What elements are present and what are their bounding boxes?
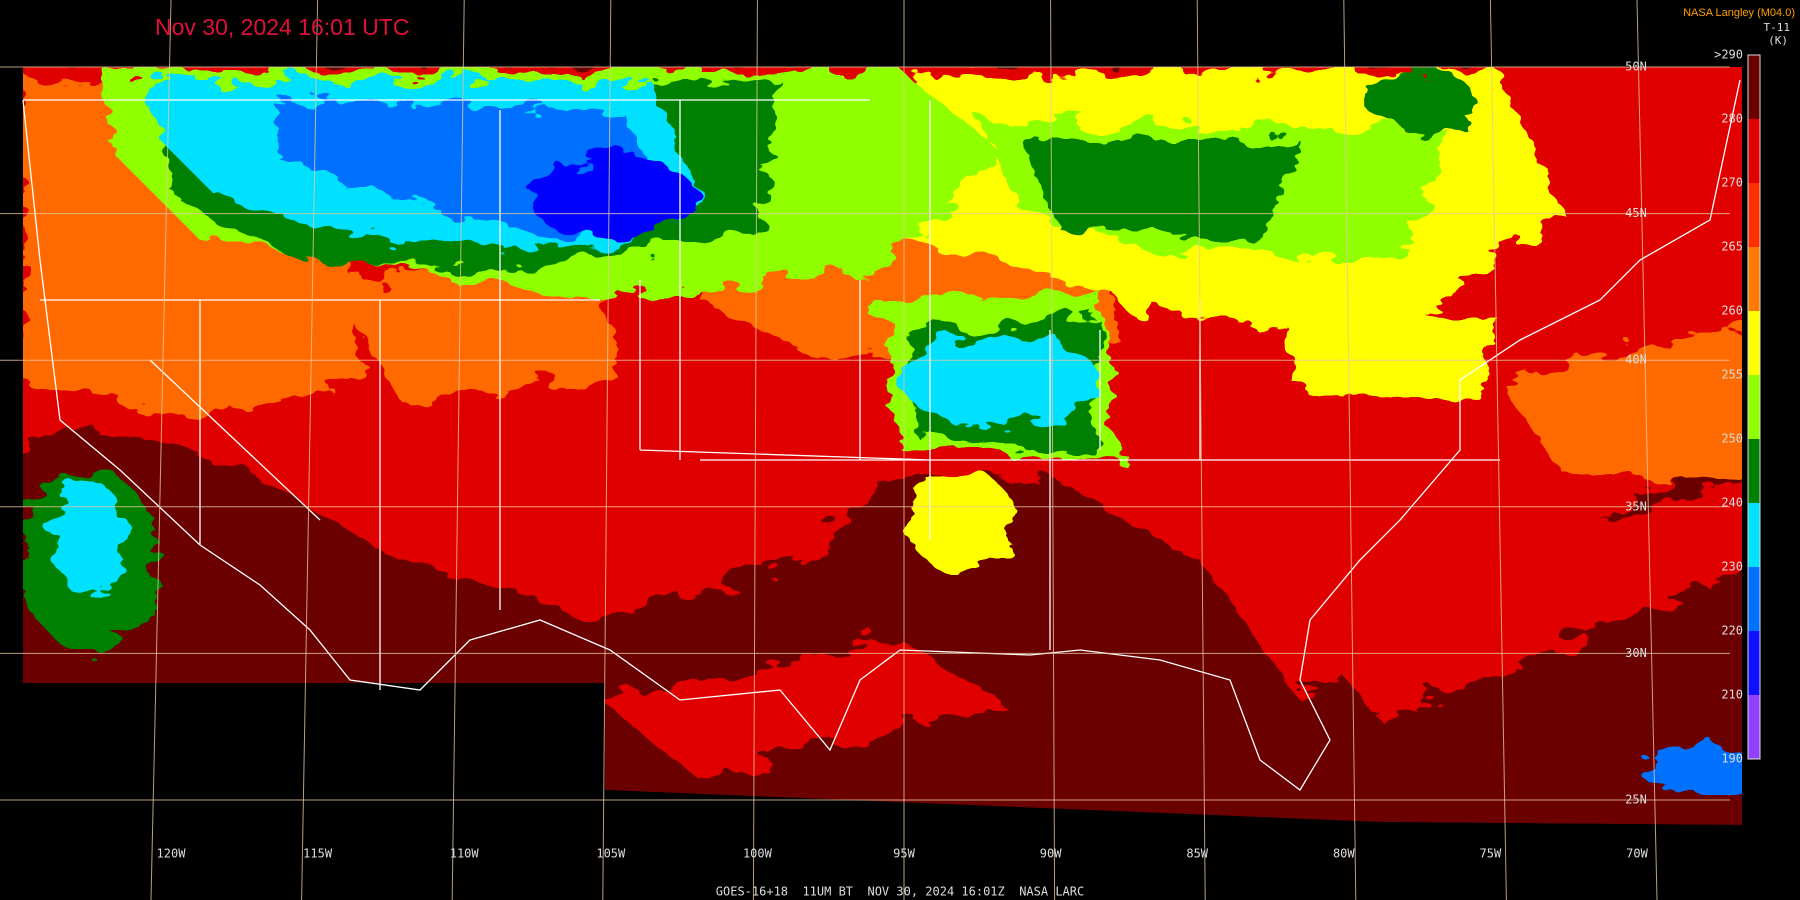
colorbar-label: 220 <box>1721 624 1743 638</box>
map-title: Nov 30, 2024 16:01 UTC <box>155 14 409 40</box>
meridian <box>1050 0 1056 900</box>
colorbar-label: 270 <box>1721 176 1743 190</box>
colorbar-label: 210 <box>1721 688 1743 702</box>
longitude-label: 75W <box>1480 847 1502 861</box>
colorbar-label: 230 <box>1721 560 1743 574</box>
colorbar-segment <box>1748 503 1760 567</box>
colorbar-segment <box>1748 375 1760 439</box>
colorbar-label: 255 <box>1721 368 1743 382</box>
colorbar-label: 265 <box>1721 240 1743 254</box>
colorbar-segment <box>1748 119 1760 183</box>
meridian <box>1489 0 1507 900</box>
longitude-label: 120W <box>157 847 187 861</box>
latitude-label: 25N <box>1625 793 1647 807</box>
colorbar-label: 250 <box>1721 432 1743 446</box>
footer: GOES-16+18 11UM BT NOV 30, 2024 16:01Z N… <box>716 885 1084 899</box>
longitude-label: 90W <box>1040 847 1062 861</box>
colorbar-segment <box>1748 311 1760 375</box>
colorbar-segment <box>1748 567 1760 631</box>
colorbar-segment <box>1748 247 1760 311</box>
colorbar-frame <box>1747 54 1761 760</box>
latitude-label: 40N <box>1625 353 1647 367</box>
meridian <box>150 0 172 900</box>
meridian <box>451 0 465 900</box>
longitude-label: 105W <box>596 847 626 861</box>
longitude-label: 80W <box>1333 847 1355 861</box>
latitude-label: 50N <box>1625 60 1647 74</box>
latitude-label: 30N <box>1625 646 1647 660</box>
colorbar-label: 280 <box>1721 112 1743 126</box>
longitude-label: 95W <box>893 847 915 861</box>
temperature-field <box>23 67 1742 825</box>
graticule-labels: 120W 115W 110W 105W 100W 95W 90W 85W 80W 75W 70W 50… <box>157 60 1649 861</box>
meridian <box>752 0 758 900</box>
longitude-label: 70W <box>1626 847 1648 861</box>
meridian <box>301 0 319 900</box>
colorbar-label: 240 <box>1721 496 1743 510</box>
longitude-label: 110W <box>450 847 480 861</box>
colorbar-segment <box>1748 631 1760 695</box>
colorbar-label: >290 <box>1714 48 1743 62</box>
graticule <box>0 0 1730 900</box>
colorbar-segment <box>1748 55 1760 119</box>
unit: (K) <box>1768 34 1788 47</box>
colorbar-segment <box>1748 695 1760 759</box>
colorbar-segment <box>1748 439 1760 503</box>
colorbar-segment <box>1748 183 1760 247</box>
longitude-label: 85W <box>1186 847 1208 861</box>
latitude-label: 45N <box>1625 206 1647 220</box>
meridian <box>602 0 612 900</box>
meridian <box>1636 0 1658 900</box>
latitude-label: 35N <box>1625 499 1647 513</box>
product-name: T-11 <box>1764 21 1791 34</box>
colorbar-label: 260 <box>1721 304 1743 318</box>
colorbar-label: 190 <box>1721 752 1743 766</box>
longitude-label: 100W <box>743 847 773 861</box>
meridian <box>1196 0 1206 900</box>
credit: NASA Langley (M04.0) <box>1683 7 1795 19</box>
longitude-label: 115W <box>303 847 333 861</box>
colorbar: >290 280 270 265 260 255 250 240 230 220 210 190 <box>1714 48 1761 766</box>
meridian <box>1343 0 1357 900</box>
